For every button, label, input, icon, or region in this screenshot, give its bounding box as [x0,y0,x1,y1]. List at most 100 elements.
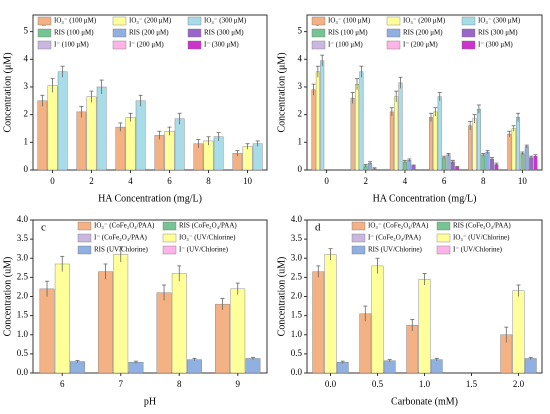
bar [468,125,473,171]
y-tick-label: 5 [298,26,303,36]
y-tick-label: 3 [298,81,303,91]
legend-swatch [351,245,366,255]
y-tick-label: 3 [24,81,29,91]
legend-swatch [77,233,92,243]
legend-swatch [436,221,451,231]
legend-swatch [112,28,127,38]
bar [113,254,129,374]
bar [128,362,144,374]
bar [57,71,68,171]
bar [524,358,537,374]
plot-frame [32,14,268,171]
y-tick-label: 4 [24,53,29,63]
bar [336,362,349,374]
legend-swatch [436,233,451,243]
y-tick-label: 0 [24,164,29,174]
legend-swatch [37,40,52,50]
y-tick-label: 2 [24,109,29,119]
x-tick-label: 0 [50,176,55,186]
legend-label: RIS (100 μM) [328,29,368,37]
y-tick-label: 2.5 [17,271,29,281]
legend-swatch [187,40,202,50]
bar [524,146,529,171]
bar [533,155,538,171]
y-tick-label: 2.0 [17,291,29,301]
legend-label: I⁻ (100 μM) [54,41,89,49]
legend-label: RIS (200 μM) [403,29,443,37]
y-tick-label: 0.5 [291,348,303,358]
bar [529,157,534,171]
legend-label: RIS (UV/Chlorine) [368,246,423,254]
x-tick-label: 10 [243,176,253,186]
y-tick-label: 2.5 [291,271,303,281]
x-tick-label: 4 [128,176,133,186]
legend-label: IO₃⁻ (100 μM) [54,17,97,25]
legend-swatch [351,233,366,243]
bar [164,131,175,171]
y-axis-label: Concentration (μM) [2,52,13,132]
bar [429,117,433,171]
y-tick-label: 3.5 [291,233,303,243]
legend-swatch [436,245,451,255]
bar [245,358,261,374]
legend-label: IO₃⁻ (200 μM) [129,17,172,25]
panel-label: d [315,222,321,234]
bar [507,133,512,171]
bar [406,324,419,374]
bar [315,71,320,171]
y-axis-label: Concentration (uM) [2,257,13,337]
legend-label: RIS (200 μM) [129,29,169,37]
legend-label: I⁻ (UV/Chlorine) [453,246,503,254]
legend-label: RIS (300 μM) [478,29,518,37]
x-tick-label: 0.5 [372,379,384,389]
bar [389,111,394,171]
legend-swatch [77,221,92,231]
y-tick-label: 1 [298,136,303,146]
bar [511,128,516,171]
bar [437,96,442,171]
bar [312,271,325,374]
legend-label: I⁻ (CoFe₂O₄/PAA) [368,234,422,242]
legend-label: IO₃⁻ (UV/Chlorine) [453,234,510,242]
bar [174,118,185,171]
legend-swatch [311,16,326,26]
bar [203,140,214,171]
legend-label: RIS (CoFe₂O₄/PAA) [453,222,511,230]
bar [433,111,438,171]
bar [516,117,521,171]
bar [350,97,355,171]
x-tick-label: 7 [119,379,124,389]
y-axis-label: Concentration (uM) [276,257,287,337]
bar [187,359,202,374]
y-tick-label: 1.0 [17,329,29,339]
x-tick-label: 0 [324,176,329,186]
bar [96,86,107,171]
x-tick-label: 8 [177,379,182,389]
legend-swatch [461,28,476,38]
bar [481,154,486,171]
panel-label: c [41,222,46,234]
legend-label: IO₃⁻ (300 μM) [204,17,247,25]
legend-label: IO₃⁻ (300 μM) [478,17,521,25]
bar [115,126,126,171]
y-tick-label: 1.5 [291,310,303,320]
legend-label: RIS (CoFe₂O₄/PAA) [179,222,237,230]
legend-swatch [187,28,202,38]
y-tick-label: 2 [298,109,303,119]
legend-swatch [112,16,127,26]
x-tick-label: 6 [60,379,65,389]
x-tick-label: 1.5 [466,379,478,389]
legend-label: I⁻ (200 μM) [129,41,164,49]
bar [76,111,87,171]
x-axis-label: Carbonate (mM) [391,396,458,407]
bar [359,71,364,171]
legend-label: I⁻ (CoFe₂O₄/PAA) [94,234,148,242]
legend-label: IO₃⁻ (100 μM) [328,17,371,25]
bar [324,254,337,374]
legend-label: I⁻ (100 μM) [328,41,363,49]
y-tick-label: 4.0 [291,214,303,224]
bar [54,263,70,374]
legend-swatch [461,16,476,26]
bar [520,153,525,171]
